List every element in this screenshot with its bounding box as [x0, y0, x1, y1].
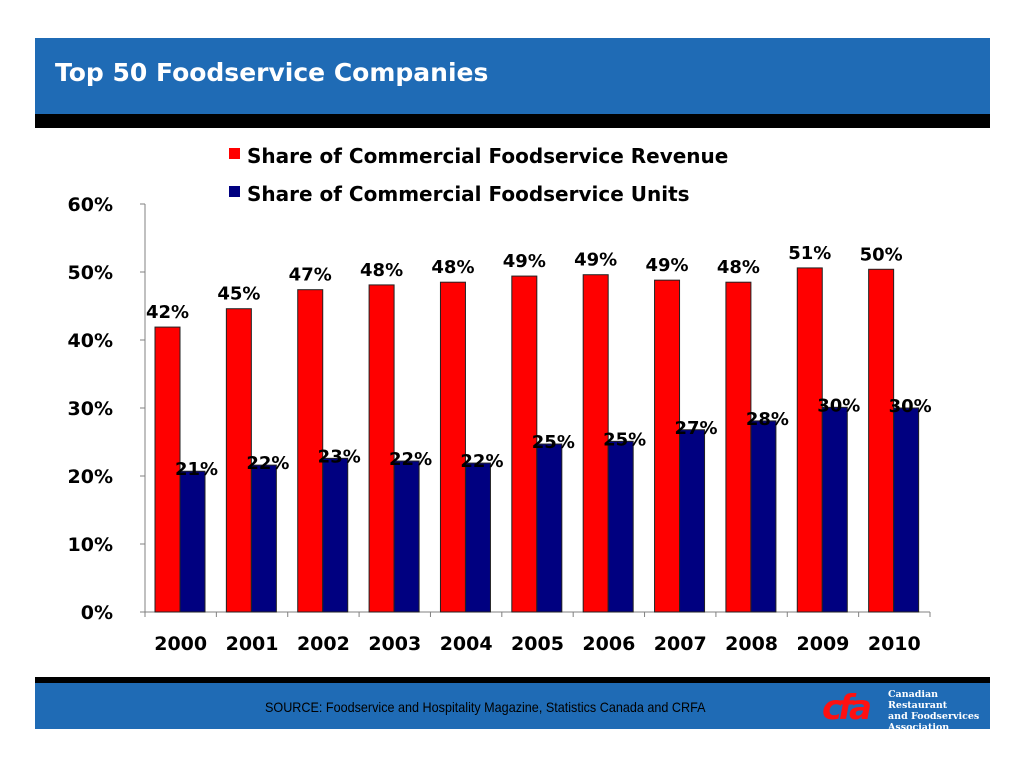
data-label: 22%: [389, 449, 432, 470]
legend-swatch: [229, 186, 240, 197]
org-line: Canadian Restaurant: [888, 689, 948, 711]
units-bar: [536, 443, 563, 613]
data-label: 51%: [788, 243, 831, 264]
y-tick-label: 0%: [81, 602, 113, 624]
revenue-bar: [154, 326, 181, 613]
y-tick-label: 20%: [68, 466, 113, 488]
org-name: Canadian Restaurant and Foodservices Ass…: [888, 689, 990, 733]
units-bar: [179, 470, 206, 613]
data-label: 22%: [460, 451, 503, 472]
x-tick-label: 2010: [868, 633, 921, 655]
y-tick-label: 30%: [68, 398, 113, 420]
units-bar: [750, 420, 777, 613]
slide-title: Top 50 Foodservice Companies: [55, 58, 489, 87]
revenue-bar: [297, 289, 324, 613]
units-bar: [679, 429, 706, 613]
data-label: 25%: [603, 429, 646, 450]
units-bar: [322, 457, 349, 613]
revenue-bar: [225, 308, 252, 613]
y-tick-label: 40%: [68, 330, 113, 352]
data-label: 47%: [289, 265, 332, 286]
footer-banner: SOURCE: Foodservice and Hospitality Maga…: [35, 683, 990, 733]
data-label: 28%: [746, 409, 789, 430]
x-tick-label: 2003: [368, 633, 421, 655]
data-label: 49%: [503, 251, 546, 272]
legend-swatch: [229, 148, 240, 159]
org-line: and Foodservices: [888, 711, 980, 722]
revenue-bar: [796, 267, 823, 613]
data-label: 30%: [889, 396, 932, 417]
revenue-bar: [368, 284, 395, 613]
data-label: 22%: [246, 453, 289, 474]
org-line: Association: [888, 722, 950, 733]
revenue-bar: [654, 279, 681, 613]
header-divider: [35, 114, 990, 128]
title-banner: Top 50 Foodservice Companies: [35, 38, 990, 114]
x-tick-label: 2001: [226, 633, 279, 655]
source-note: SOURCE: Foodservice and Hospitality Maga…: [265, 699, 706, 715]
units-bar: [250, 464, 277, 613]
bar-chart: 0% 10% 20% 30% 40% 50% 60% 2000 42% 21% 2001 45% 22%…: [68, 144, 932, 655]
units-bar: [821, 406, 848, 613]
x-tick-label: 2004: [440, 633, 493, 655]
data-label: 23%: [318, 446, 361, 467]
footer-divider: [35, 677, 990, 683]
data-label: 48%: [431, 257, 474, 278]
data-label: 49%: [645, 255, 688, 276]
revenue-bar: [868, 268, 895, 613]
x-tick-label: 2000: [154, 633, 207, 655]
units-bar: [893, 407, 920, 613]
data-label: 27%: [674, 418, 717, 439]
x-tick-label: 2007: [654, 633, 707, 655]
y-tick-label: 10%: [68, 534, 113, 556]
revenue-bar: [439, 281, 466, 613]
data-label: 25%: [532, 432, 575, 453]
units-bar: [607, 440, 634, 613]
data-label: 50%: [860, 244, 903, 265]
data-label: 30%: [817, 395, 860, 416]
x-tick-label: 2009: [797, 633, 850, 655]
svg-text:cfa: cfa: [822, 688, 870, 727]
y-tick-label: 50%: [68, 262, 113, 284]
data-label: 48%: [717, 257, 760, 278]
data-label: 21%: [175, 459, 218, 480]
legend-label: Share of Commercial Foodservice Revenue: [247, 144, 728, 168]
x-tick-label: 2008: [725, 633, 778, 655]
x-tick-label: 2005: [511, 633, 564, 655]
data-label: 45%: [217, 284, 260, 305]
units-bar: [464, 462, 491, 613]
units-bar: [393, 460, 420, 613]
data-label: 42%: [146, 302, 189, 323]
revenue-bar: [725, 281, 752, 613]
crfa-logo: cfa: [822, 688, 874, 727]
x-tick-label: 2006: [582, 633, 635, 655]
y-tick-label: 60%: [68, 194, 113, 216]
revenue-bar: [582, 274, 609, 613]
legend-label: Share of Commercial Foodservice Units: [247, 182, 690, 206]
data-label: 48%: [360, 260, 403, 281]
data-label: 49%: [574, 250, 617, 271]
x-tick-label: 2002: [297, 633, 350, 655]
